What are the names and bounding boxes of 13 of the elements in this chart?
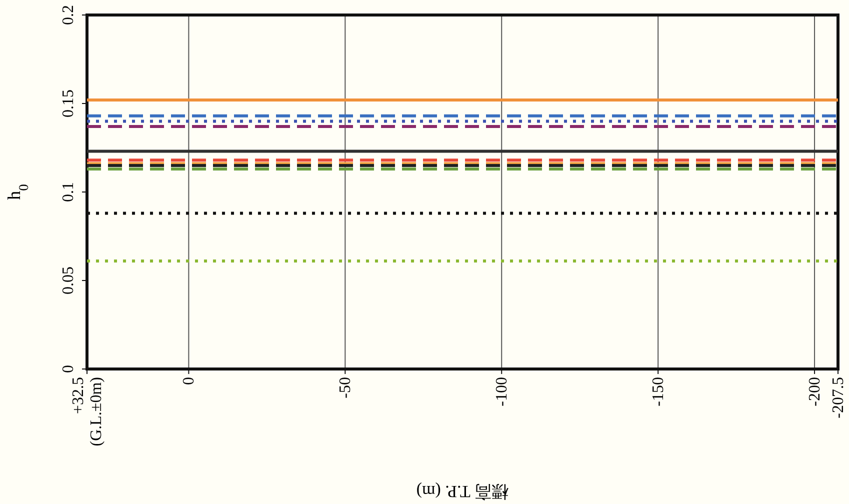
x-tick-label: -150 (650, 377, 668, 406)
x-tick-label: 0 (180, 377, 198, 385)
y-tick-label: 0.1 (60, 182, 77, 202)
x-tick-label: -207.5 (830, 377, 847, 418)
x-tick-label: +32.5 (G.L.±0m) (70, 377, 105, 446)
y-tick-label: 0.05 (60, 266, 77, 294)
x-tick-label: -50 (337, 377, 354, 398)
x-tick-label: -100 (494, 377, 511, 406)
y-tick-label: 0.15 (60, 90, 77, 118)
x-tick-label: -200 (806, 377, 824, 406)
y-tick-label: 0.2 (60, 5, 77, 25)
x-axis-title: 標高 T.P. (m) (416, 482, 509, 501)
y-tick-label: 0 (60, 365, 77, 373)
